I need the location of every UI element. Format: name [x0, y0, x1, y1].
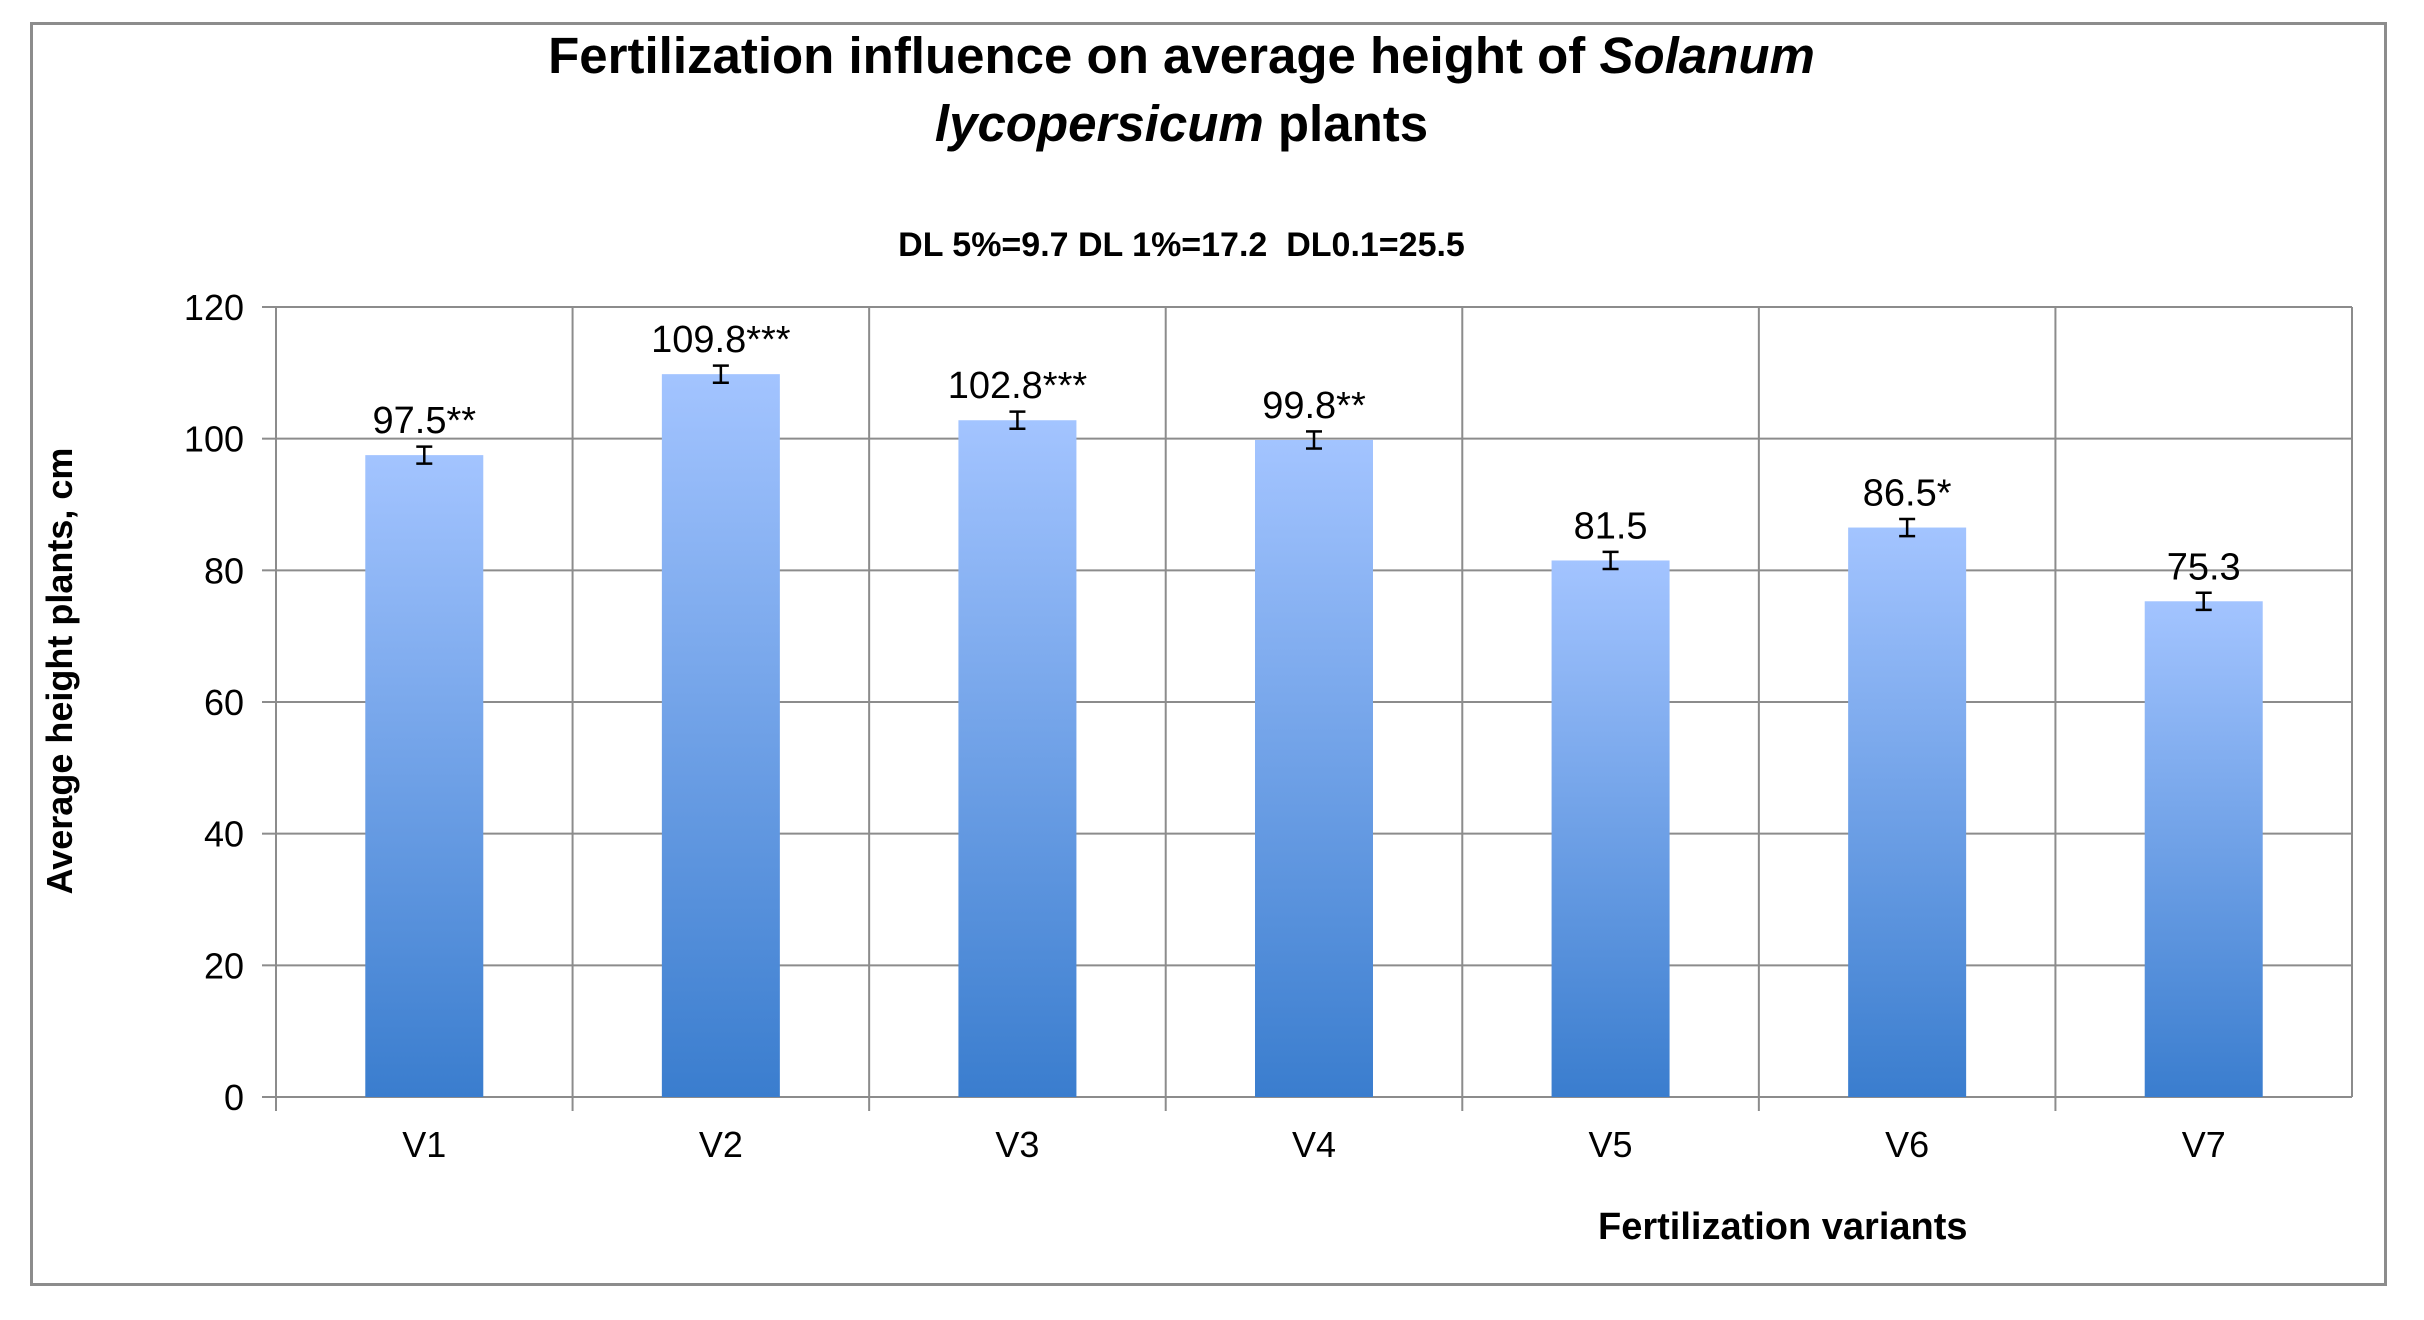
bar: [661, 374, 780, 1097]
bars-group: [365, 374, 2263, 1097]
title-line2-text: plants: [1263, 95, 1429, 152]
y-tick-label: 100: [184, 419, 244, 460]
x-tick-label: V1: [402, 1124, 446, 1165]
data-label: 97.5**: [373, 400, 477, 442]
y-tick-label: 120: [184, 287, 244, 328]
bar: [1848, 527, 1967, 1097]
x-ticks-group: V1 V2 V3 V4 V5 V6 V7: [275, 1097, 2226, 1165]
chart-subtitle: DL 5%=9.7 DL 1%=17.2 DL0.1=25.5: [898, 226, 1465, 264]
data-label: 99.8**: [1262, 385, 1366, 427]
data-label: 81.5: [1574, 505, 1648, 547]
bar: [1255, 439, 1373, 1097]
x-tick-label: V4: [1292, 1124, 1336, 1165]
data-label: 86.5*: [1863, 473, 1952, 515]
data-label: 102.8***: [948, 365, 1088, 407]
title-line1-text: Fertilization influence on average heigh…: [548, 27, 1600, 84]
y-tick-label: 60: [204, 682, 244, 723]
bar: [365, 455, 484, 1097]
data-label: 75.3: [2167, 546, 2241, 588]
x-tick-label: V6: [1885, 1124, 1929, 1165]
data-label: 109.8***: [651, 319, 791, 361]
x-tick-label: V2: [699, 1124, 743, 1165]
y-ticks-group: 0 20 40 60 80 100 120: [184, 287, 276, 1118]
bar: [958, 420, 1077, 1097]
y-tick-label: 80: [204, 550, 244, 591]
y-tick-label: 40: [204, 814, 244, 855]
x-tick-label: V7: [2182, 1124, 2226, 1165]
error-bars-group: [416, 364, 2212, 612]
data-labels-group: 97.5** 109.8*** 102.8*** 99.8** 81.5 86.5* 75.…: [373, 319, 2241, 588]
y-tick-label: 20: [204, 945, 244, 986]
title-line1-italic: Solanum: [1599, 27, 1815, 84]
chart-title: Fertilization influence on average heigh…: [0, 22, 2363, 158]
bar: [2144, 601, 2263, 1097]
y-tick-label: 0: [224, 1077, 244, 1118]
x-axis-label: Fertilization variants: [1598, 1206, 1968, 1248]
title-line2-italic: lycopersicum: [934, 95, 1264, 152]
bar: [1551, 560, 1670, 1097]
x-tick-label: V5: [1589, 1124, 1633, 1165]
x-tick-label: V3: [995, 1124, 1039, 1165]
